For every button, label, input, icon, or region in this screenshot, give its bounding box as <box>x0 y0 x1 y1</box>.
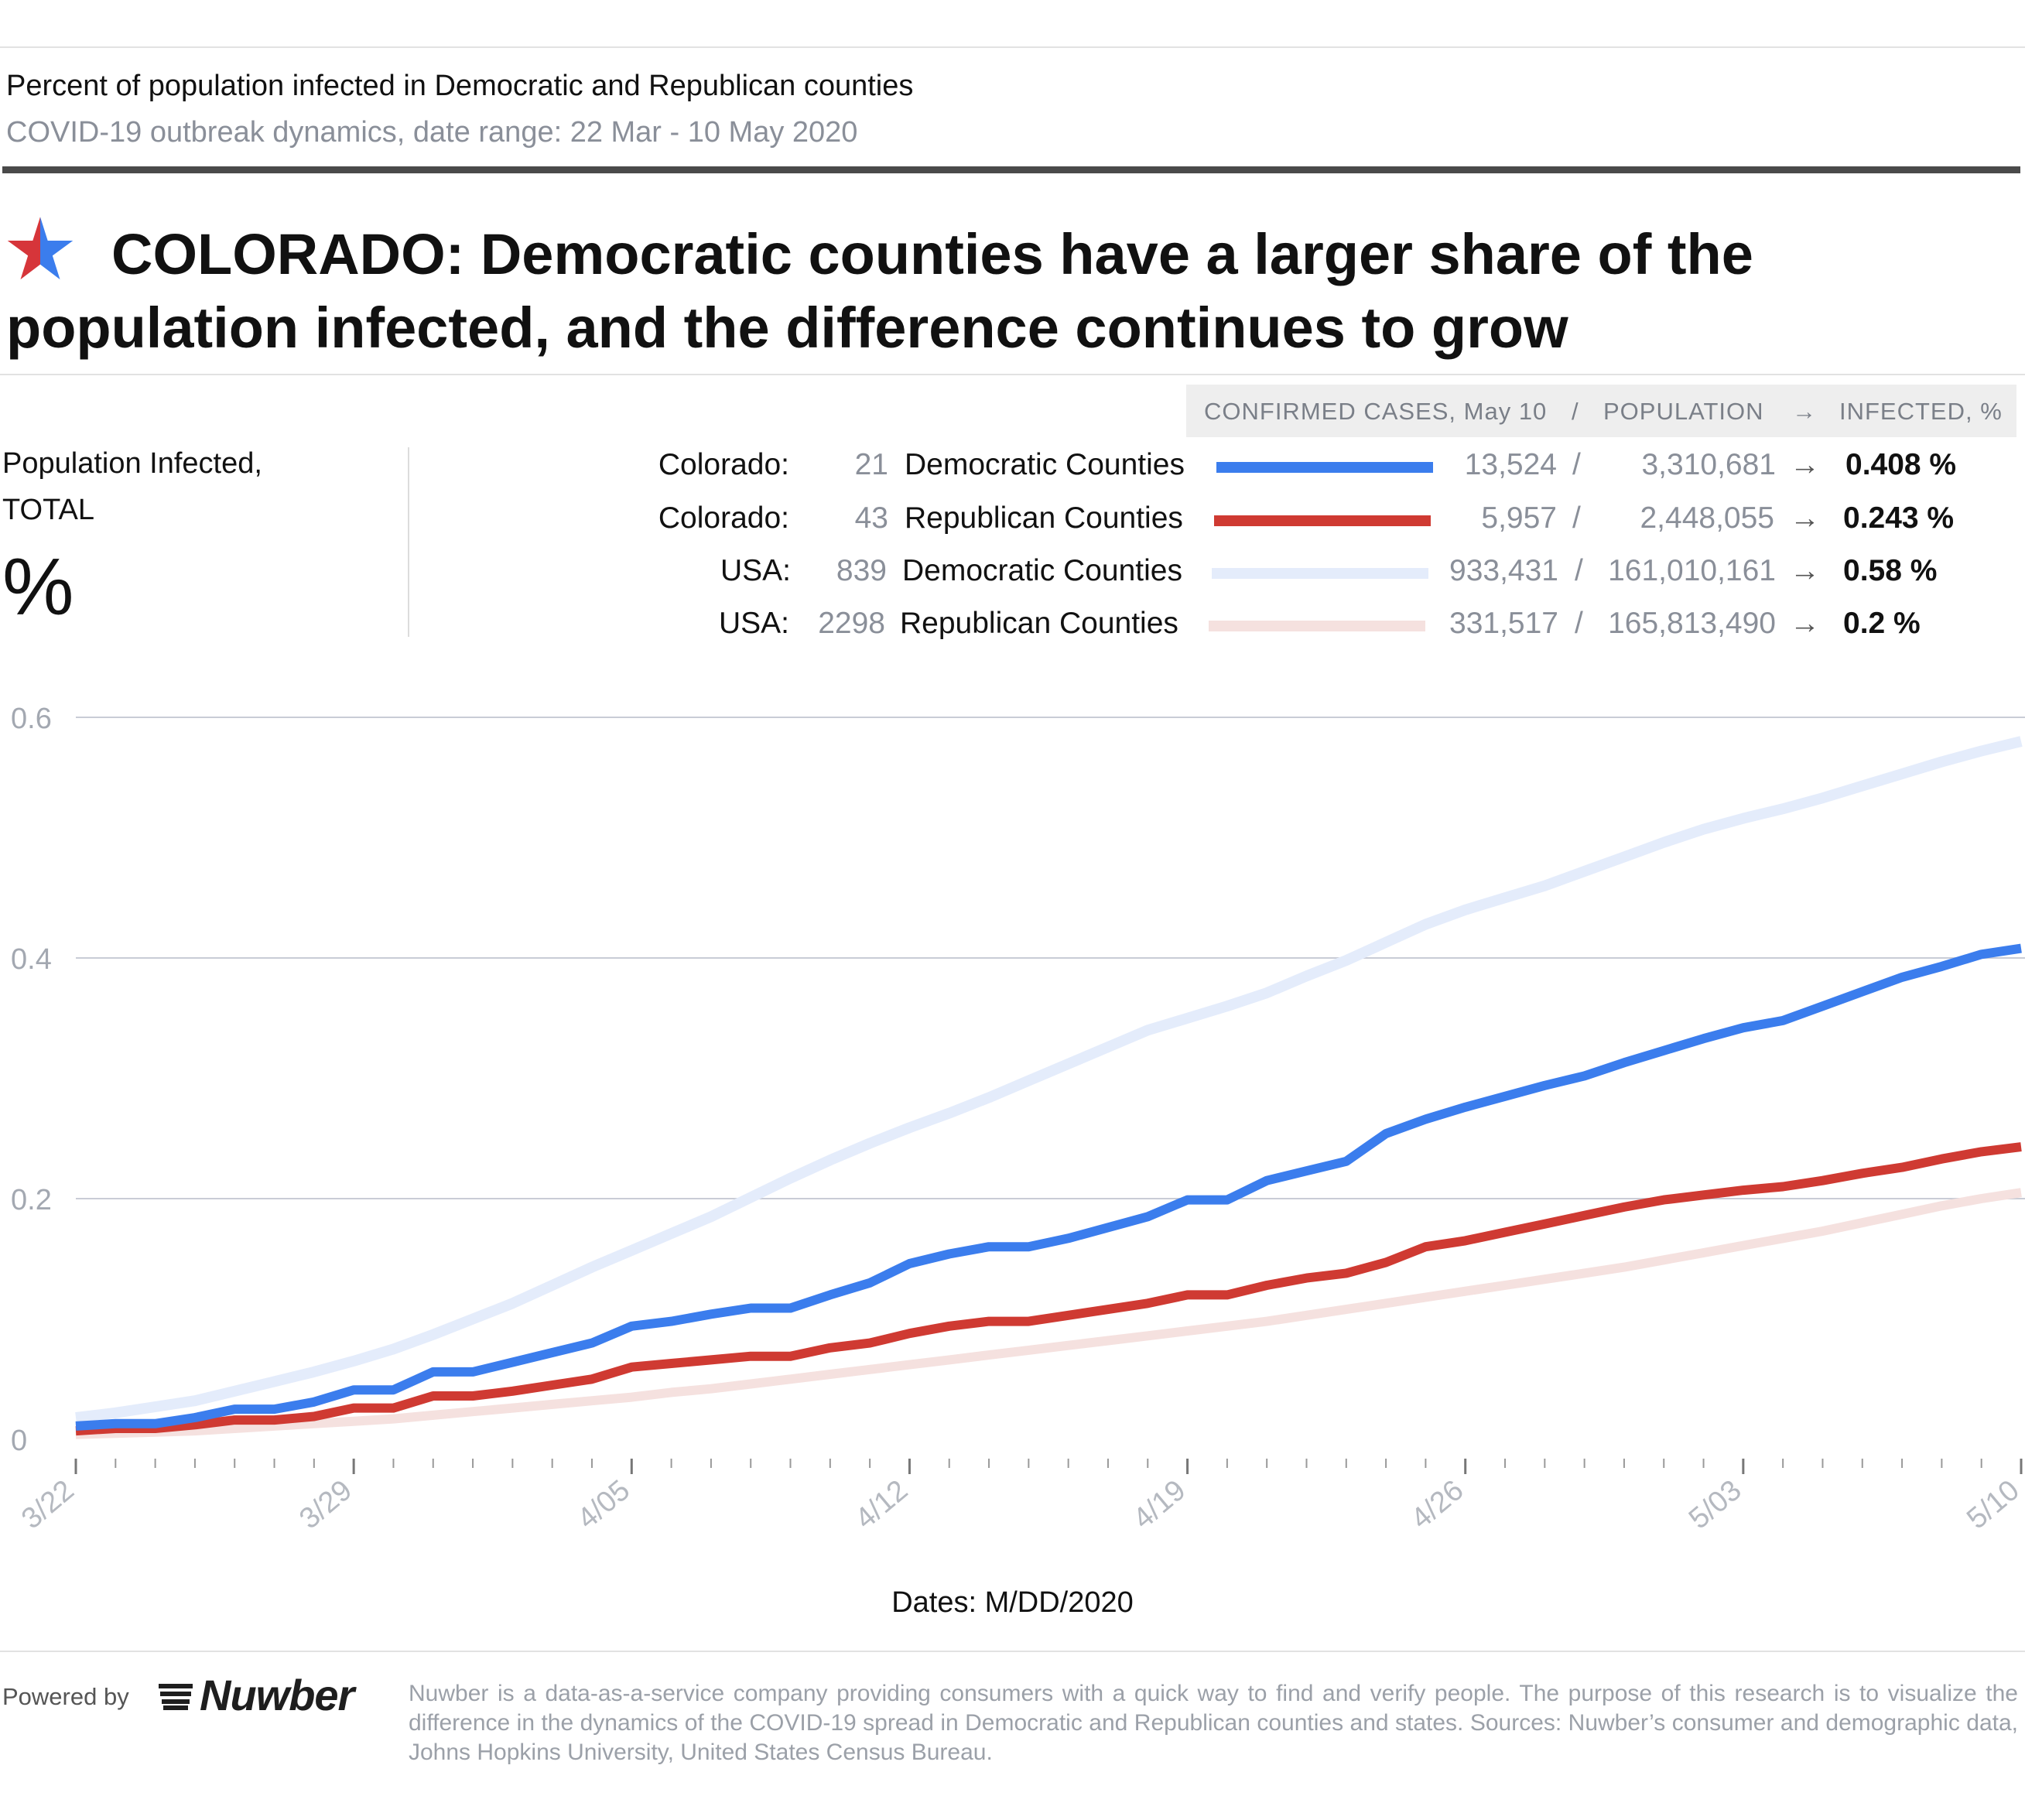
x-tick-label: 4/12 <box>850 1474 915 1536</box>
y-label-line2: TOTAL <box>2 494 94 526</box>
legend-row-slash: / <box>1575 607 1583 640</box>
x-tick-label: 5/10 <box>1961 1474 2025 1536</box>
top-divider <box>0 46 2025 48</box>
legend-row-slash: / <box>1572 501 1581 535</box>
x-tick-label: 4/26 <box>1405 1474 1470 1536</box>
line-chart: 0 0.2 0.4 0.6 3/22 3/29 4/05 4/12 4/19 4/26 5/03 5/… <box>11 703 2025 1536</box>
legend-row-count: 2298 <box>818 607 885 640</box>
legend-header-bar <box>1186 385 2016 437</box>
legend-row-count: 21 <box>854 448 888 481</box>
legend-row-region: Colorado: <box>658 501 789 535</box>
legend-row-name: Republican Counties <box>905 501 1183 535</box>
legend-row-value: 0.408 % <box>1845 448 1957 481</box>
star-icon <box>7 217 74 280</box>
legend-swatch-co-rep <box>1214 515 1431 526</box>
legend-row-slash: / <box>1572 448 1581 481</box>
legend-row-cases: 5,957 <box>1481 501 1557 535</box>
headline-divider <box>0 374 2025 375</box>
footer-divider <box>0 1651 2025 1652</box>
legend-swatch-usa-dem <box>1212 568 1428 579</box>
series-line <box>75 1142 2022 1436</box>
legend-row-cases: 933,431 <box>1449 554 1558 587</box>
legend-row-population: 161,010,161 <box>1608 554 1776 587</box>
legend-row-region: USA: <box>720 554 791 587</box>
legend-row-arrow: → <box>1790 501 1820 535</box>
legend-row-arrow: → <box>1790 607 1820 640</box>
legend-row-name: Democratic Counties <box>905 448 1185 481</box>
legend-row-slash: / <box>1575 554 1583 587</box>
left-block-divider <box>408 447 409 637</box>
y-tick-label: 0.6 <box>11 703 52 735</box>
x-tick-label: 4/19 <box>1127 1474 1192 1536</box>
legend-row-arrow: → <box>1790 554 1820 587</box>
legend-header-cases: CONFIRMED CASES, May 10 <box>1204 398 1548 425</box>
footer-note: Nuwber is a data-as-a-service company pr… <box>409 1681 2018 1765</box>
powered-by-label: Powered by <box>2 1683 129 1710</box>
legend-row-arrow: → <box>1790 448 1820 481</box>
legend-row-population: 2,448,055 <box>1640 501 1774 535</box>
y-label-line1: Population Infected, <box>2 447 262 480</box>
legend-row-value: 0.243 % <box>1843 501 1955 535</box>
series-line <box>75 736 2023 1423</box>
legend-row-population: 165,813,490 <box>1608 607 1776 640</box>
y-tick-label: 0 <box>11 1425 27 1457</box>
legend-row-region: Colorado: <box>658 448 789 481</box>
legend-row-count: 43 <box>854 501 888 535</box>
date-range-caption: COVID-19 outbreak dynamics, date range: … <box>6 116 858 149</box>
x-tick-label: 3/22 <box>15 1474 80 1536</box>
legend-row-population: 3,310,681 <box>1641 448 1776 481</box>
legend-header-slash: / <box>1572 398 1579 425</box>
nuwber-logo[interactable]: Nuwber <box>200 1671 354 1719</box>
legend-header-infected: INFECTED, % <box>1839 398 2003 425</box>
legend-row-region: USA: <box>718 607 789 640</box>
legend-swatch-usa-rep <box>1209 621 1425 631</box>
legend-row-name: Democratic Counties <box>902 554 1182 587</box>
y-unit-label: % <box>2 542 74 632</box>
x-tick-label: 4/05 <box>571 1474 636 1536</box>
legend-header-arrow: → <box>1792 398 1817 425</box>
x-axis-title: Dates: M/DD/2020 <box>891 1586 1134 1619</box>
x-tick-label: 5/03 <box>1683 1474 1748 1536</box>
series-line <box>75 943 2022 1431</box>
y-tick-label: 0.2 <box>11 1184 52 1216</box>
series-line <box>75 1188 2022 1439</box>
legend-row-cases: 13,524 <box>1464 448 1557 481</box>
nuwber-logo-mark <box>159 1684 193 1710</box>
legend-row-count: 839 <box>836 554 887 587</box>
legend-row-value: 0.58 % <box>1843 554 1938 587</box>
legend-row-value: 0.2 % <box>1843 607 1921 640</box>
chart-subtitle: Percent of population infected in Democr… <box>6 70 914 102</box>
y-tick-label: 0.4 <box>11 943 52 976</box>
x-tick-label: 3/29 <box>293 1474 358 1536</box>
headline-text: COLORADO: Democratic counties have a lar… <box>6 222 1753 360</box>
legend-row-cases: 331,517 <box>1449 607 1558 640</box>
legend-swatch-co-dem <box>1216 462 1433 473</box>
legend-header-population: POPULATION <box>1603 398 1764 425</box>
headline: COLORADO: Democratic counties have a lar… <box>6 217 1902 364</box>
legend-row-name: Republican Counties <box>900 607 1178 640</box>
header-rule <box>2 166 2020 173</box>
